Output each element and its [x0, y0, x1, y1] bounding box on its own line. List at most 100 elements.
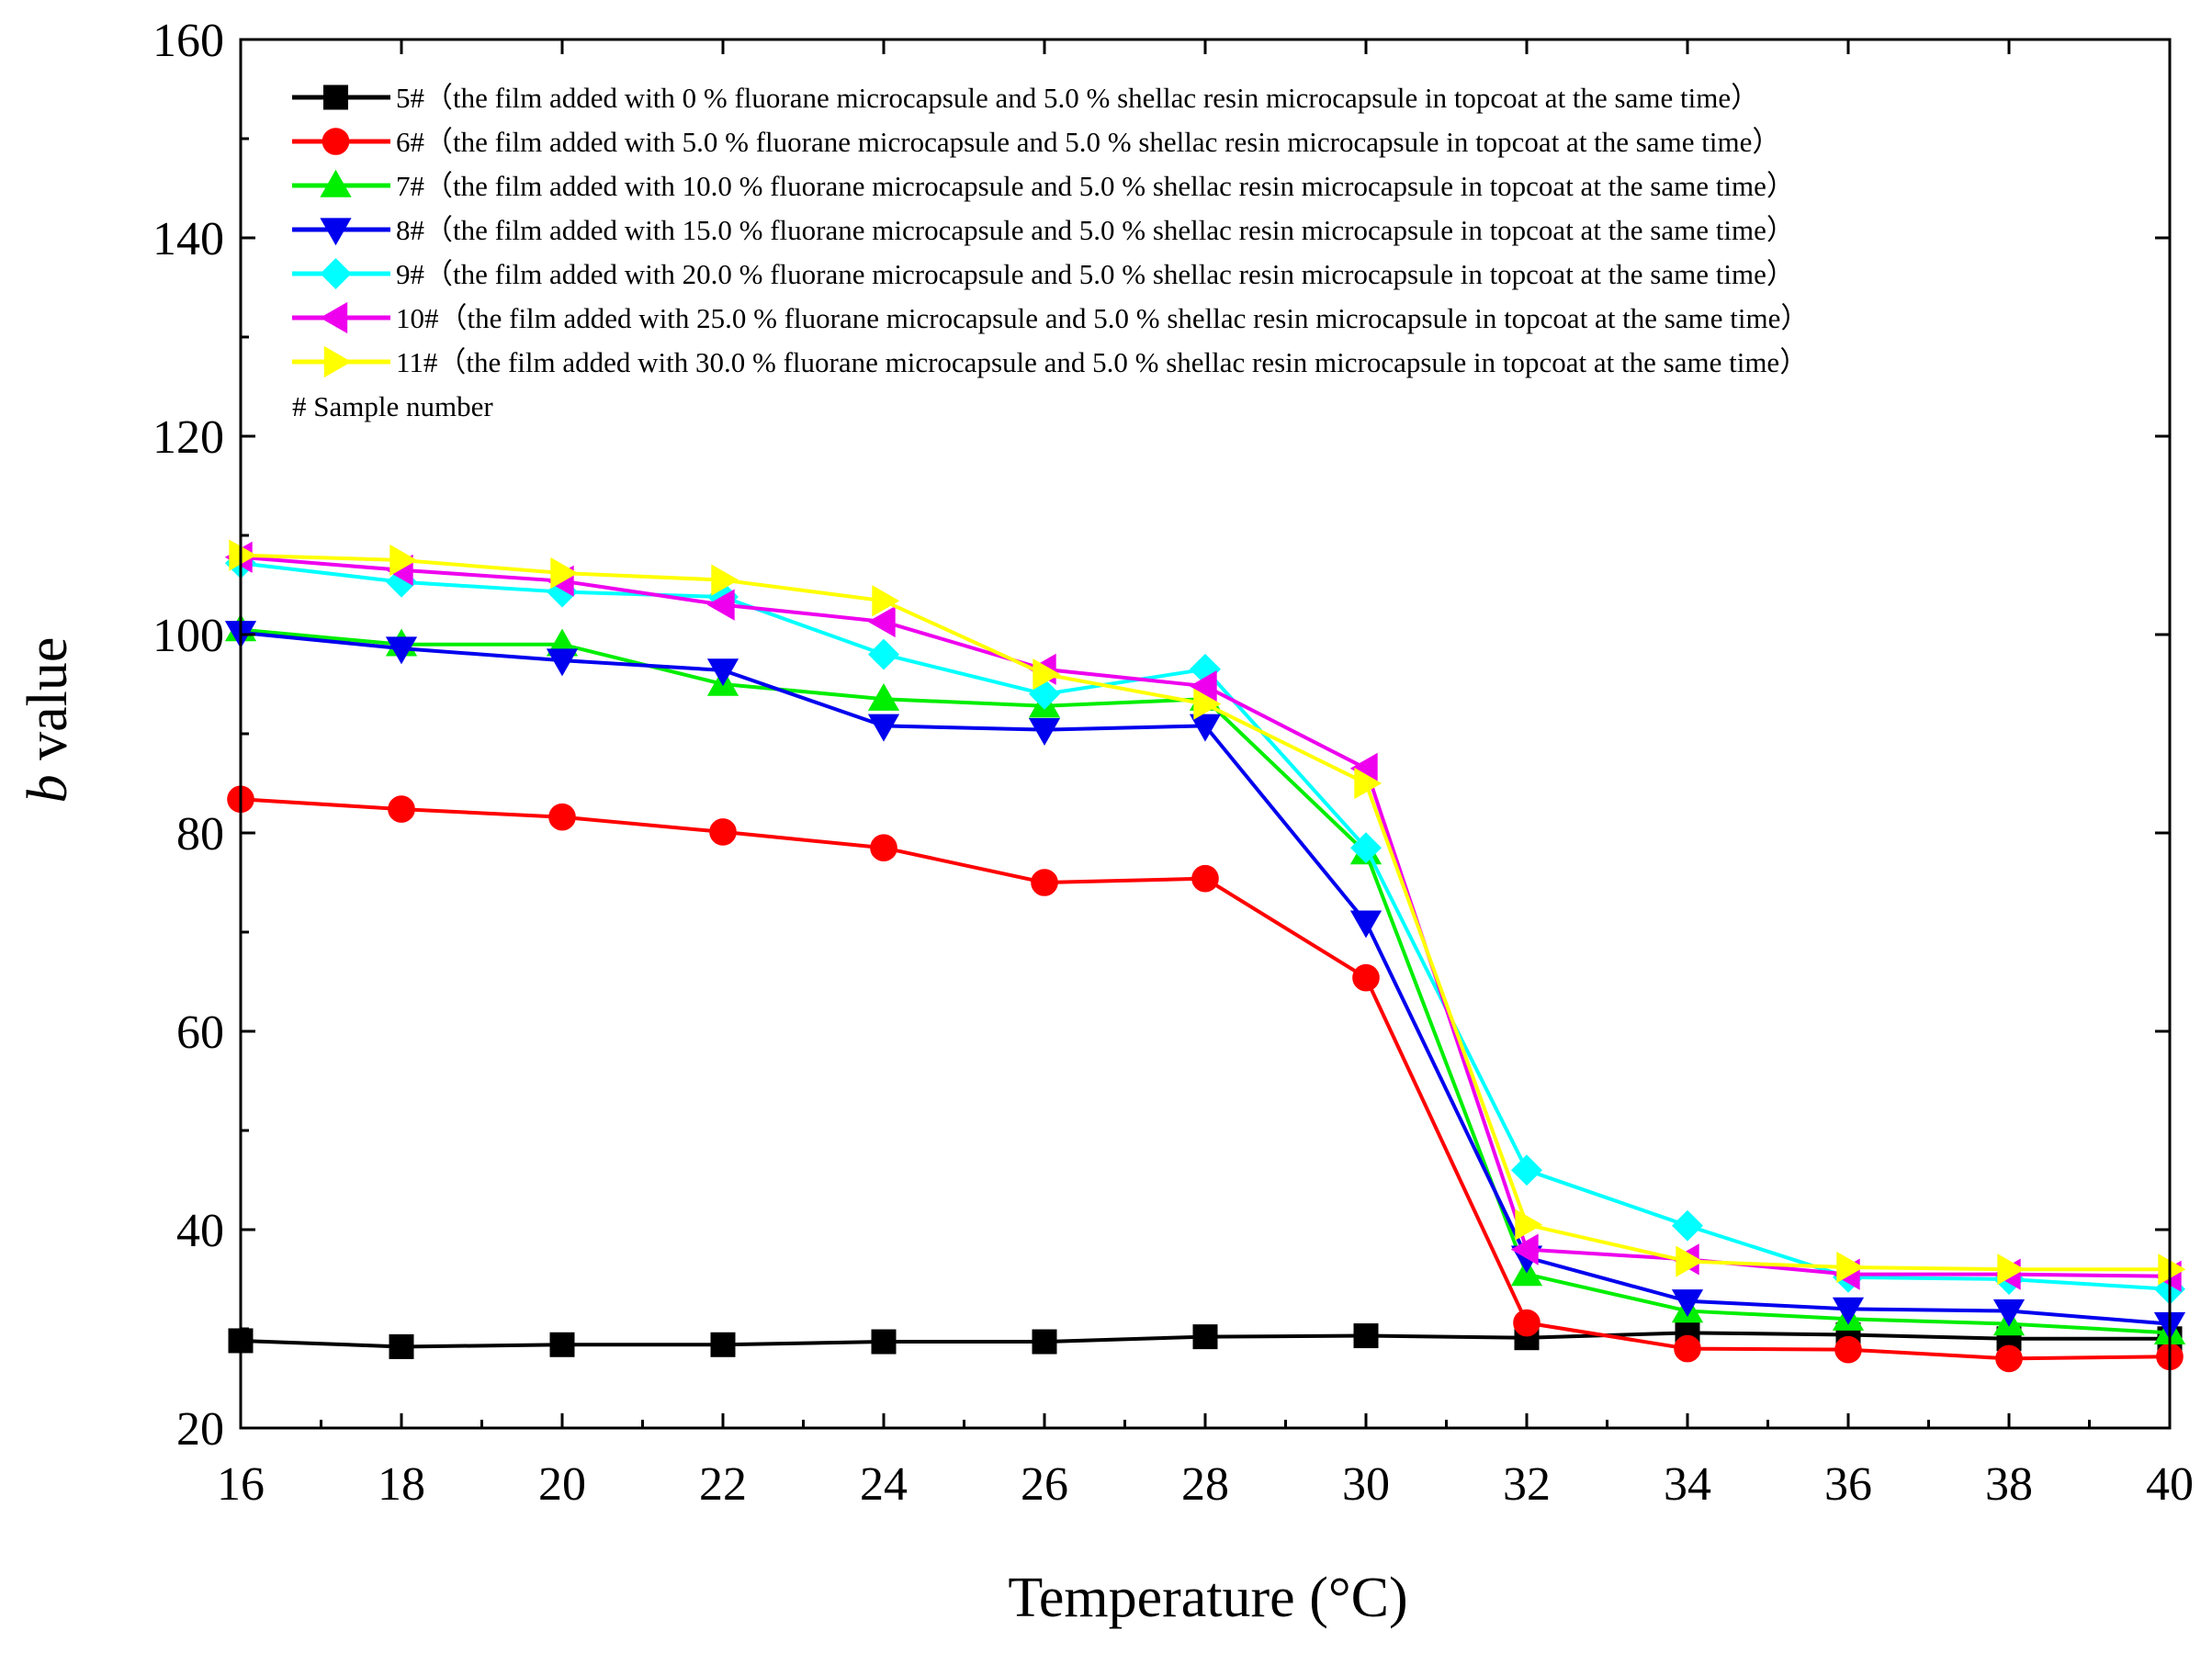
- series-6: [229, 539, 2186, 1286]
- data-point: [867, 682, 900, 711]
- data-point: [1995, 1344, 2023, 1373]
- data-point: [1671, 1289, 1704, 1318]
- data-point: [1836, 1251, 1865, 1284]
- x-tick-label: 36: [1824, 1458, 1872, 1511]
- data-point: [388, 795, 415, 823]
- legend-entry: 5#（the film added with 0 % fluorane micr…: [292, 82, 1759, 114]
- data-point: [1350, 832, 1382, 864]
- y-axis-title-rest: value: [17, 637, 79, 775]
- legend-marker: [320, 169, 352, 197]
- legend-entry: 8#（the film added with 15.0 % fluorane m…: [292, 214, 1795, 246]
- y-tick-label: 140: [152, 213, 224, 265]
- x-tick-label: 28: [1181, 1458, 1229, 1511]
- data-point: [1189, 670, 1217, 703]
- data-point: [1033, 658, 1061, 691]
- series-1: [227, 785, 2184, 1373]
- data-point: [1354, 767, 1382, 800]
- data-point: [1510, 1233, 1539, 1265]
- x-tick-label: 26: [1021, 1458, 1068, 1511]
- data-point: [546, 648, 579, 677]
- legend-entry: 9#（the film added with 20.0 % fluorane m…: [292, 258, 1795, 290]
- data-point: [1515, 1209, 1543, 1241]
- data-point: [1676, 1245, 1704, 1277]
- data-point: [1028, 717, 1061, 746]
- y-tick-label: 40: [176, 1205, 224, 1257]
- x-tick-label: 38: [1985, 1458, 2033, 1511]
- legend-entry: 6#（the film added with 5.0 % fluorane mi…: [292, 126, 1780, 158]
- data-point: [1992, 1299, 2026, 1327]
- data-point: [1349, 910, 1382, 939]
- data-point: [2158, 1254, 2186, 1286]
- legend-marker: [323, 345, 352, 378]
- y-tick-label: 20: [176, 1403, 224, 1456]
- data-point: [1511, 1154, 1542, 1186]
- y-axis-title: b value: [17, 637, 79, 804]
- x-tick-label: 18: [378, 1458, 425, 1511]
- series-5: [224, 541, 2182, 1292]
- legend-label: 8#（the film added with 15.0 % fluorane m…: [396, 214, 1795, 246]
- data-point: [1031, 869, 1058, 896]
- legend-marker: [320, 218, 352, 246]
- data-point: [1352, 963, 1380, 992]
- x-tick-label: 22: [699, 1458, 747, 1511]
- data-point: [1353, 1323, 1379, 1349]
- legend-entry: 11#（the film added with 30.0 % fluorane …: [292, 345, 1808, 378]
- legend-marker: [320, 301, 348, 334]
- data-point: [389, 1333, 414, 1359]
- x-axis-title: Temperature (°C): [1008, 1567, 1407, 1629]
- axes-layer: 16 18 20 22 24 26 28 30 32 34 36 38 40 20 40 60 80 100 120…: [152, 15, 2194, 1511]
- legend-label: 7#（the film added with 10.0 % fluorane m…: [396, 170, 1795, 202]
- x-tick-label: 32: [1503, 1458, 1551, 1511]
- data-point: [1672, 1209, 1703, 1242]
- data-point: [229, 539, 257, 571]
- data-point: [872, 585, 900, 617]
- legend-note: # Sample number: [292, 390, 493, 422]
- y-tick-label: 80: [176, 808, 224, 860]
- data-point: [867, 605, 896, 638]
- data-point: [1834, 1335, 1862, 1364]
- data-point: [1191, 864, 1219, 893]
- data-point: [548, 803, 576, 831]
- data-point: [870, 834, 897, 862]
- data-point: [871, 1329, 897, 1355]
- data-point: [1513, 1309, 1540, 1337]
- y-tick-label: 100: [152, 610, 224, 662]
- series-4: [225, 547, 2185, 1305]
- data-point: [549, 1332, 575, 1357]
- data-point: [867, 714, 900, 742]
- x-tick-label: 16: [217, 1458, 265, 1511]
- data-point: [1032, 1329, 1057, 1355]
- legend-label: 6#（the film added with 5.0 % fluorane mi…: [396, 126, 1780, 158]
- data-point: [706, 589, 735, 621]
- legend-marker: [320, 258, 352, 289]
- data-point: [1674, 1334, 1701, 1363]
- data-point: [709, 818, 737, 846]
- legend-label: 9#（the film added with 20.0 % fluorane m…: [396, 258, 1795, 290]
- data-point: [389, 544, 418, 577]
- data-point: [1193, 688, 1222, 720]
- x-tick-label: 34: [1664, 1458, 1711, 1511]
- legend-entry: 10#（the film added with 25.0 % fluorane …: [292, 301, 1809, 334]
- data-point: [1832, 1297, 1865, 1325]
- x-tick-label: 24: [860, 1458, 908, 1511]
- data-point: [1997, 1254, 2026, 1286]
- y-axis-title-italic: b: [17, 774, 79, 803]
- data-point: [1189, 714, 1222, 742]
- data-point: [1192, 1324, 1218, 1350]
- legend-marker: [323, 84, 348, 110]
- series-3: [224, 621, 2186, 1340]
- data-point: [711, 564, 739, 596]
- data-point: [550, 557, 579, 590]
- series-layer: [224, 539, 2186, 1373]
- legend-label: 11#（the film added with 30.0 % fluorane …: [396, 346, 1808, 378]
- data-point: [385, 636, 418, 665]
- data-point: [706, 658, 739, 687]
- y-tick-label: 160: [152, 15, 224, 67]
- legend-label: 10#（the film added with 25.0 % fluorane …: [396, 302, 1809, 334]
- x-tick-label: 40: [2146, 1458, 2194, 1511]
- legend: 5#（the film added with 0 % fluorane micr…: [292, 82, 1809, 422]
- legend-entry: 7#（the film added with 10.0 % fluorane m…: [292, 169, 1795, 202]
- data-point: [868, 638, 899, 670]
- y-tick-label: 60: [176, 1006, 224, 1059]
